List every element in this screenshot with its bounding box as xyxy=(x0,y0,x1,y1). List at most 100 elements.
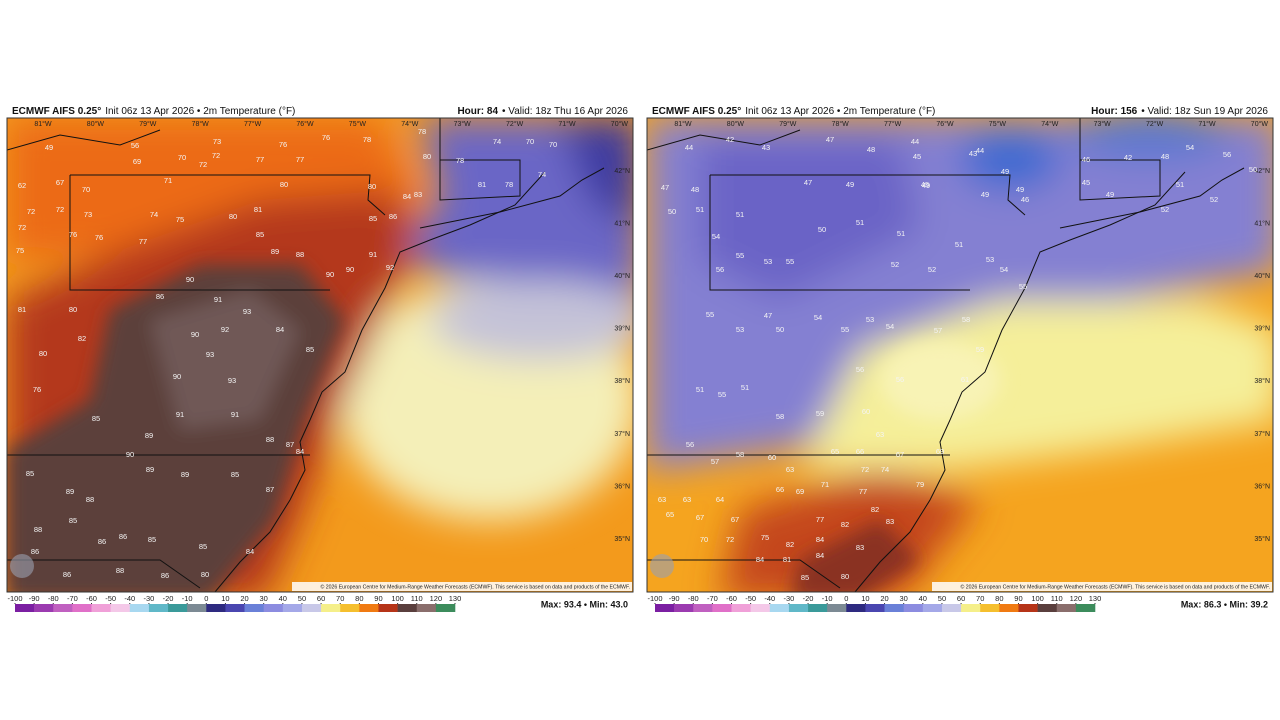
temperature-value: 45 xyxy=(921,180,929,189)
valid-time: • Valid: 18z Sun 19 Apr 2026 xyxy=(1141,106,1268,117)
colorbar-tick-label: -60 xyxy=(726,594,737,603)
temperature-value: 84 xyxy=(296,447,304,456)
temperature-value: 53 xyxy=(986,255,994,264)
colorbar-tick-label: 110 xyxy=(411,594,423,603)
temperature-value: 85 xyxy=(256,230,264,239)
temperature-value: 85 xyxy=(92,414,100,423)
temperature-value: 50 xyxy=(1249,165,1257,174)
lon-label: 80°W xyxy=(87,120,105,128)
temperature-value: 70 xyxy=(82,185,90,194)
colorbar-tick-label: 100 xyxy=(391,594,404,603)
lon-label: 73°W xyxy=(454,120,472,128)
colorbar-tick-label: -70 xyxy=(67,594,78,603)
temperature-value: 71 xyxy=(821,480,829,489)
copyright-bg xyxy=(932,582,1272,591)
temperature-value: 77 xyxy=(816,515,824,524)
temperature-value: 54 xyxy=(1000,265,1008,274)
temperature-value: 67 xyxy=(696,513,704,522)
colorbar-segment xyxy=(1075,604,1096,612)
temperature-value: 74 xyxy=(538,170,546,179)
model-name: ECMWF AIFS 0.25° xyxy=(652,106,741,117)
lat-label: 42°N xyxy=(1254,167,1270,175)
temperature-value: 73 xyxy=(213,137,221,146)
copyright-bg xyxy=(292,582,632,591)
lon-label: 75°W xyxy=(349,120,367,128)
temperature-value: 76 xyxy=(322,133,330,142)
colorbar-tick-label: -30 xyxy=(143,594,154,603)
temperature-value: 46 xyxy=(1021,195,1029,204)
copyright: © 2026 European Centre for Medium-Range … xyxy=(320,583,630,590)
temperature-value: 53 xyxy=(736,325,744,334)
colorbar-tick-label: 110 xyxy=(1051,594,1063,603)
lat-label: 39°N xyxy=(614,325,630,333)
colorbar-segment xyxy=(378,604,398,612)
temperature-value: 48 xyxy=(867,145,875,154)
temperature-value: 78 xyxy=(456,156,464,165)
temperature-value: 81 xyxy=(478,180,486,189)
temperature-value: 56 xyxy=(716,265,724,274)
colorbar-tick-label: 10 xyxy=(221,594,229,603)
temperature-value: 49 xyxy=(1001,167,1009,176)
colorbar-segment xyxy=(1056,604,1077,612)
temperature-value: 64 xyxy=(716,495,724,504)
colorbar-tick-label: 90 xyxy=(1014,594,1022,603)
panel: ECMWF AIFS 0.25° Init 06z 13 Apr 2026 • 2… xyxy=(647,106,1272,612)
temperature-value: 44 xyxy=(911,137,919,146)
valid-time: • Valid: 18z Thu 16 Apr 2026 xyxy=(502,106,628,117)
temperature-value: 72 xyxy=(199,160,207,169)
temperature-value: 53 xyxy=(764,257,772,266)
temperature-value: 46 xyxy=(1082,155,1090,164)
colorbar-segment xyxy=(148,604,169,612)
temperature-value: 90 xyxy=(173,372,181,381)
colorbar-segment xyxy=(340,604,360,612)
colorbar-tick-label: 80 xyxy=(355,594,363,603)
temperature-value: 57 xyxy=(934,326,942,335)
colorbar-segment xyxy=(712,604,732,612)
lat-label: 38°N xyxy=(1254,377,1270,385)
temperature-value: 51 xyxy=(1176,180,1184,189)
colorbar-segment xyxy=(827,604,847,612)
temperature-value: 55 xyxy=(718,390,726,399)
temperature-value: 84 xyxy=(816,535,824,544)
temperature-value: 89 xyxy=(145,431,153,440)
forecast-hour: Hour: 84 xyxy=(457,106,498,117)
temperature-value: 72 xyxy=(861,465,869,474)
temperature-value: 73 xyxy=(84,210,92,219)
temperature-value: 88 xyxy=(86,495,94,504)
temperature-value: 83 xyxy=(414,190,422,199)
colorbar-segment xyxy=(980,604,1000,612)
colorbar-tick-label: -80 xyxy=(688,594,699,603)
temperature-value: 47 xyxy=(804,178,812,187)
temperature-value: 51 xyxy=(741,383,749,392)
temperature-value: 81 xyxy=(783,555,791,564)
copyright: © 2026 European Centre for Medium-Range … xyxy=(960,583,1270,590)
colorbar-segment xyxy=(693,604,713,612)
temperature-value: 72 xyxy=(27,207,35,216)
panel-header-right: Hour: 84 • Valid: 18z Thu 16 Apr 2026 xyxy=(457,106,628,117)
run-info: Init 06z 13 Apr 2026 • 2m Temperature (°… xyxy=(105,106,295,117)
temperature-value: 72 xyxy=(56,205,64,214)
temperature-value: 82 xyxy=(871,505,879,514)
colorbar-tick-label: 130 xyxy=(1089,594,1102,603)
temperature-value: 84 xyxy=(276,325,284,334)
lat-label: 41°N xyxy=(1254,219,1270,227)
colorbar-segment xyxy=(750,604,771,612)
temperature-value: 90 xyxy=(126,450,134,459)
colorbar-tick-label: 0 xyxy=(204,594,208,603)
colorbar-segment xyxy=(808,604,828,612)
temperature-value: 88 xyxy=(296,250,304,259)
temperature-value: 55 xyxy=(841,325,849,334)
colorbar-segment xyxy=(91,604,111,612)
temperature-value: 43 xyxy=(969,149,977,158)
colorbar-tick-label: 70 xyxy=(336,594,344,603)
temperature-value: 52 xyxy=(1210,195,1218,204)
colorbar-segment xyxy=(1018,604,1038,612)
temperature-value: 81 xyxy=(18,305,26,314)
temperature-value: 80 xyxy=(841,572,849,581)
temperature-value: 47 xyxy=(826,135,834,144)
temperature-value: 63 xyxy=(786,465,794,474)
colorbar-segment xyxy=(359,604,379,612)
temperature-value: 80 xyxy=(39,349,47,358)
lat-label: 40°N xyxy=(614,272,630,280)
